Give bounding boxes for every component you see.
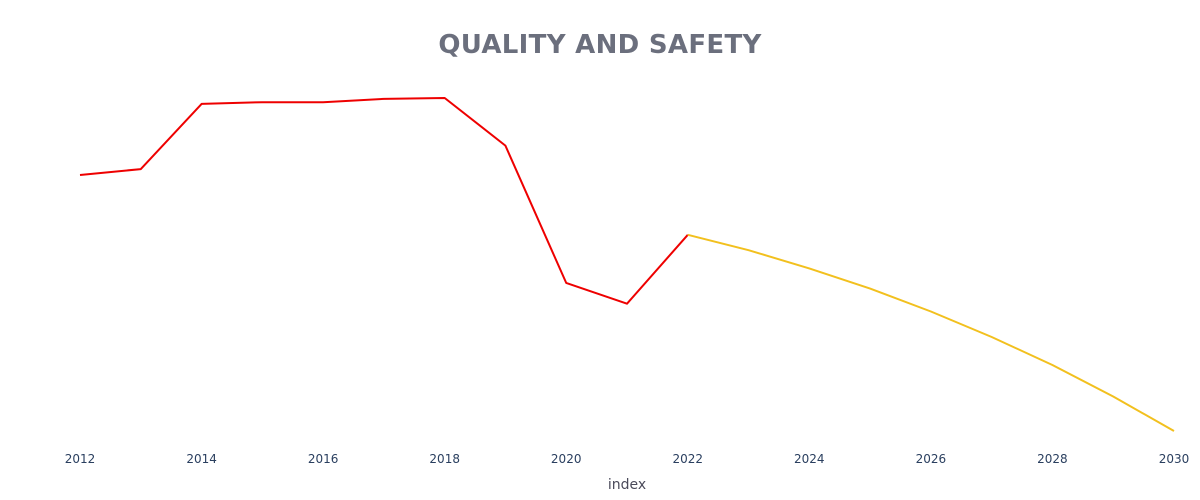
x-axis-title: index <box>608 477 646 493</box>
x-tick-label: 2024 <box>794 452 825 466</box>
x-axis-ticks: 2012 2014 2016 2018 2020 2022 2024 2026 2028 2030 <box>65 452 1190 466</box>
x-tick-label: 2030 <box>1159 452 1190 466</box>
x-tick-label: 2012 <box>65 452 96 466</box>
chart-title: QUALITY AND SAFETY <box>438 30 762 60</box>
series-line-2 <box>687 233 1175 432</box>
x-tick-label: 2020 <box>551 452 582 466</box>
x-tick-label: 2016 <box>308 452 339 466</box>
x-tick-label: 2022 <box>673 452 704 466</box>
x-tick-label: 2018 <box>429 452 460 466</box>
series-line-1 <box>79 97 689 305</box>
series-layer <box>79 97 1175 432</box>
x-tick-label: 2028 <box>1037 452 1068 466</box>
x-tick-label: 2014 <box>186 452 217 466</box>
x-tick-label: 2026 <box>916 452 947 466</box>
